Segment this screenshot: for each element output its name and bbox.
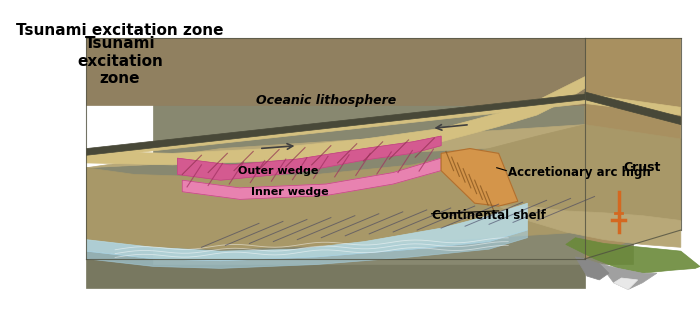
Text: Continental shelf: Continental shelf — [431, 209, 545, 222]
Polygon shape — [566, 238, 700, 273]
Polygon shape — [86, 230, 527, 268]
Polygon shape — [182, 158, 441, 199]
Polygon shape — [441, 149, 518, 206]
Polygon shape — [498, 206, 681, 247]
Polygon shape — [178, 136, 441, 180]
Polygon shape — [86, 125, 681, 249]
Polygon shape — [86, 38, 585, 105]
Polygon shape — [86, 230, 585, 287]
Polygon shape — [86, 94, 585, 155]
Text: Crust: Crust — [624, 161, 662, 174]
Polygon shape — [86, 94, 681, 158]
Text: Outer wedge: Outer wedge — [238, 166, 318, 176]
Text: Tsunami
excitation
zone: Tsunami excitation zone — [77, 36, 163, 86]
Polygon shape — [599, 264, 657, 289]
Polygon shape — [86, 77, 585, 165]
Polygon shape — [614, 278, 638, 289]
Polygon shape — [441, 149, 518, 206]
Polygon shape — [585, 92, 681, 125]
Polygon shape — [178, 136, 441, 180]
Text: Tsunami excitation zone: Tsunami excitation zone — [16, 23, 224, 38]
Polygon shape — [153, 57, 633, 264]
Polygon shape — [182, 158, 441, 199]
Text: Oceanic lithosphere: Oceanic lithosphere — [256, 94, 396, 107]
Polygon shape — [575, 257, 609, 280]
Polygon shape — [86, 203, 527, 261]
Text: Inner wedge: Inner wedge — [251, 187, 328, 197]
Polygon shape — [585, 38, 681, 259]
Polygon shape — [86, 125, 585, 168]
Text: Accretionary arc high: Accretionary arc high — [508, 166, 651, 179]
Polygon shape — [86, 144, 585, 230]
